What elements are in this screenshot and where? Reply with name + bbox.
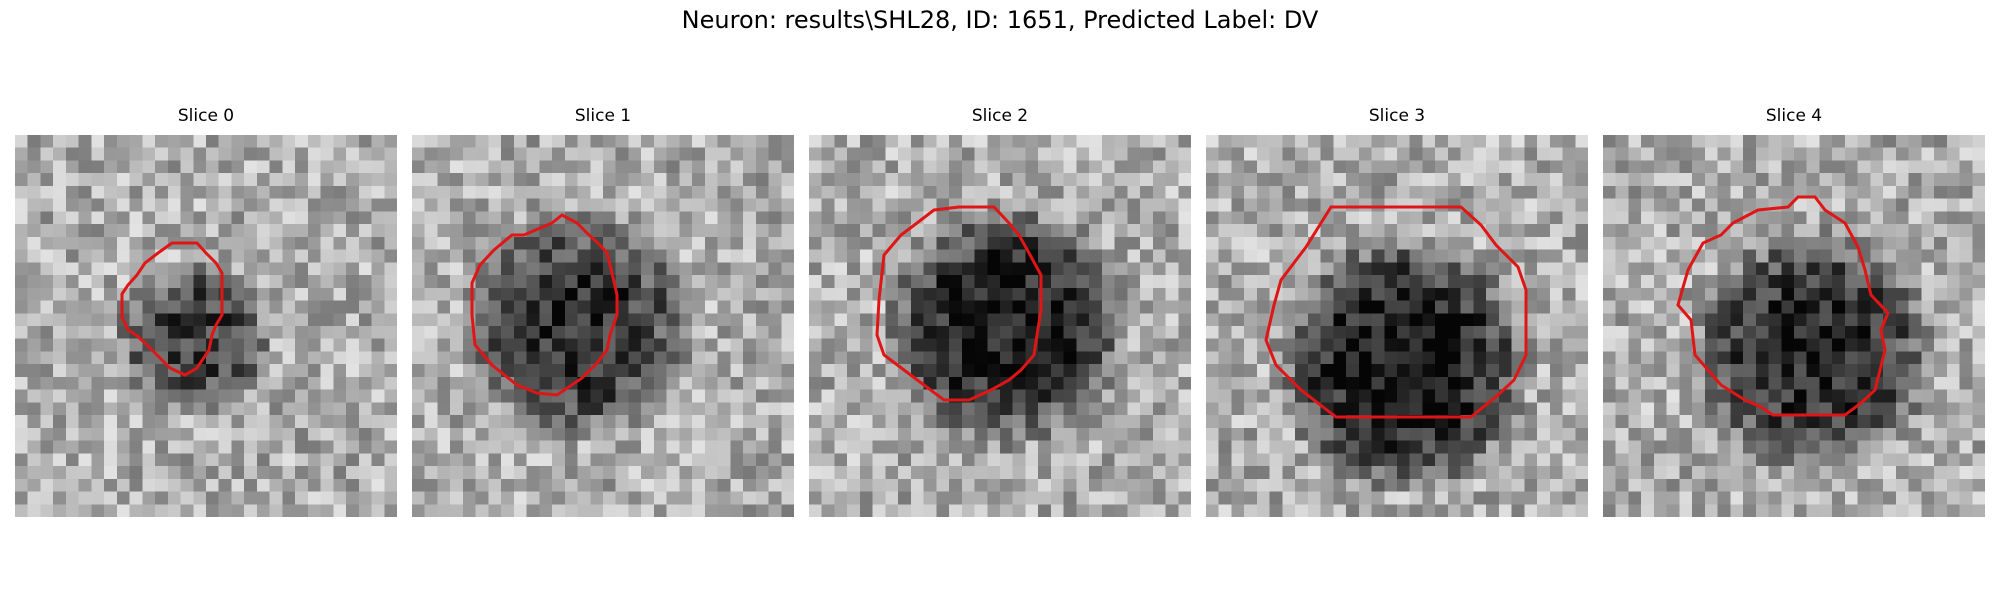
slice-texture-1 — [412, 135, 794, 517]
slice-title-2: Slice 2 — [971, 106, 1029, 126]
figure-title: Neuron: results\SHL28, ID: 1651, Predict… — [681, 6, 1319, 34]
neuron-contour-4 — [1676, 195, 1890, 417]
slice-overlay-2 — [875, 205, 1043, 402]
slice-title-3: Slice 3 — [1368, 106, 1426, 126]
slice-texture-2 — [809, 135, 1191, 517]
slice-image-1 — [412, 135, 794, 517]
slice-title-1: Slice 1 — [574, 106, 632, 126]
slice-overlay-1 — [470, 213, 619, 397]
slice-title-4: Slice 4 — [1765, 106, 1823, 126]
neuron-contour-1 — [470, 213, 619, 397]
slice-title-0: Slice 0 — [177, 106, 235, 126]
slice-texture-4 — [1603, 135, 1985, 517]
slice-image-3 — [1206, 135, 1588, 517]
slice-image-0 — [15, 135, 397, 517]
slice-overlay-0 — [120, 241, 224, 377]
neuron-contour-0 — [120, 241, 224, 377]
slice-image-2 — [809, 135, 1191, 517]
neuron-contour-2 — [875, 205, 1043, 402]
slice-texture-0 — [15, 135, 397, 517]
slice-overlay-4 — [1676, 195, 1890, 417]
neuron-contour-3 — [1264, 205, 1528, 419]
slice-image-4 — [1603, 135, 1985, 517]
slice-overlay-3 — [1264, 205, 1528, 419]
